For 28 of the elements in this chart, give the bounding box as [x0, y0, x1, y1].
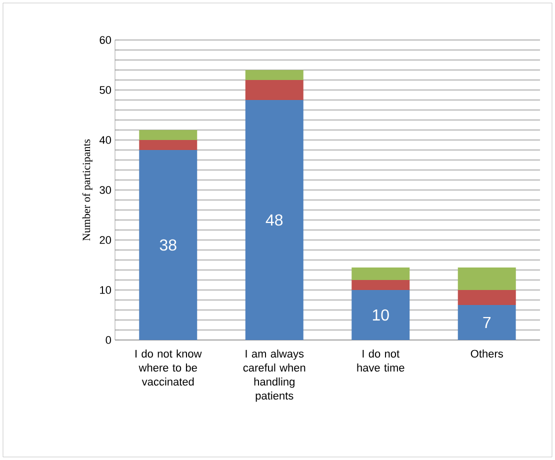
- data-label: 7: [483, 316, 491, 328]
- y-tick-label: 10: [100, 286, 112, 294]
- bar: [139, 140, 198, 150]
- y-tick-label: 40: [99, 136, 112, 144]
- y-tick-label: 0: [106, 336, 112, 344]
- data-label: 10: [372, 309, 389, 321]
- y-tick-label: 30: [100, 186, 112, 194]
- y-tick-label: 50: [100, 86, 112, 94]
- bar: [139, 150, 198, 340]
- bar: [139, 130, 198, 140]
- bar: [352, 290, 410, 340]
- x-tick-label: I do not know where to be vaccinated: [136, 350, 202, 386]
- x-tick-label: I do not have time: [357, 350, 404, 372]
- bar: [245, 100, 304, 340]
- y-tick-label: 20: [100, 236, 112, 244]
- bar: [458, 290, 516, 305]
- y-axis-title: Number of participants: [82, 139, 92, 241]
- data-label: 38: [160, 239, 176, 251]
- x-tick-label: Others: [470, 350, 503, 358]
- bar: [352, 280, 410, 290]
- data-label: 48: [266, 214, 283, 226]
- bar: [458, 304, 516, 340]
- bar: [245, 70, 304, 80]
- x-tick-label: I am always careful when handling patients: [243, 350, 306, 402]
- bar: [245, 80, 304, 100]
- bar: [352, 267, 410, 280]
- bar: [458, 267, 516, 290]
- y-tick-label: 60: [100, 36, 112, 44]
